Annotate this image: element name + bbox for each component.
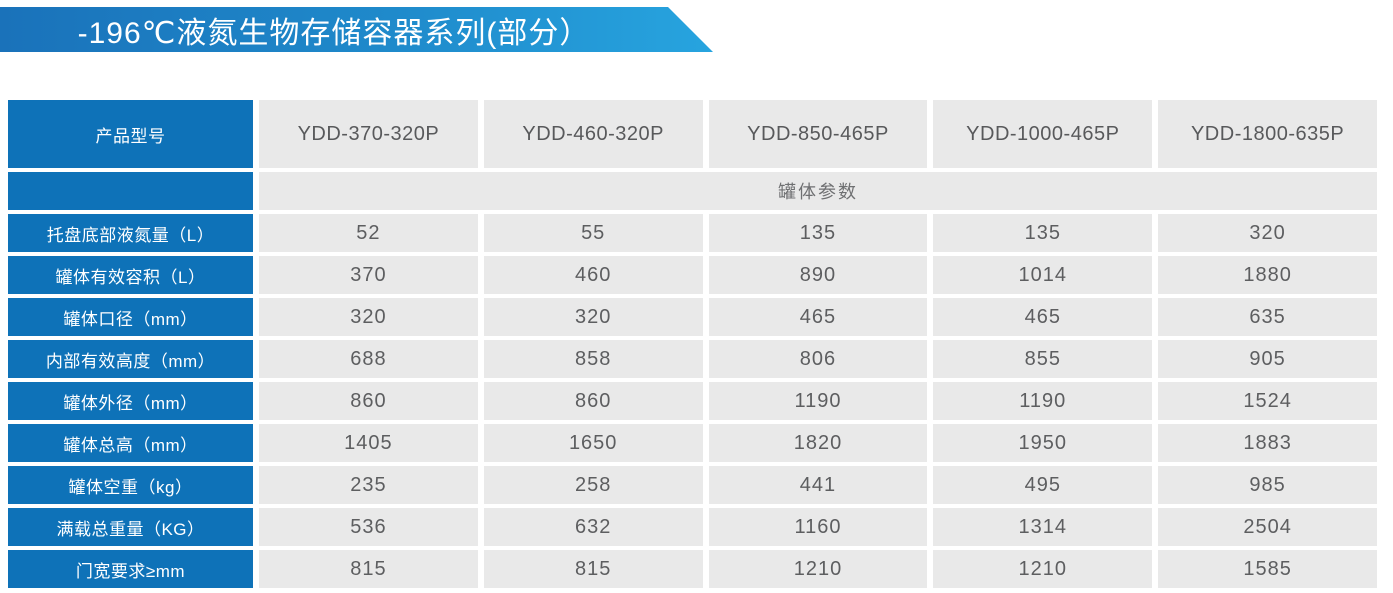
value-cell: 1883 <box>1158 424 1377 462</box>
row-label: 门宽要求≥mm <box>8 550 253 588</box>
model-header-cell: YDD-850-465P <box>708 100 928 168</box>
value-cell: 855 <box>933 340 1153 378</box>
table-row: 罐体外径（mm） 860 860 1190 1190 1524 <box>8 382 1377 420</box>
row-label: 托盘底部液氮量（L） <box>8 214 253 252</box>
value-cell: 1950 <box>933 424 1153 462</box>
section-row: 罐体参数 <box>8 172 1377 210</box>
value-cell: 235 <box>259 466 478 504</box>
section-row-label-cell <box>8 172 253 210</box>
value-cell: 135 <box>708 214 928 252</box>
value-cell: 1405 <box>259 424 478 462</box>
value-cell: 320 <box>1158 214 1377 252</box>
value-cell: 632 <box>483 508 703 546</box>
row-label: 满载总重量（KG） <box>8 508 253 546</box>
value-cell: 460 <box>483 256 703 294</box>
value-cell: 688 <box>259 340 478 378</box>
row-label: 罐体有效容积（L） <box>8 256 253 294</box>
value-cell: 258 <box>483 466 703 504</box>
value-cell: 1314 <box>933 508 1153 546</box>
table-row: 内部有效高度（mm） 688 858 806 855 905 <box>8 340 1377 378</box>
value-cell: 495 <box>933 466 1153 504</box>
value-cell: 465 <box>933 298 1153 336</box>
value-cell: 135 <box>933 214 1153 252</box>
model-header-cell: YDD-1800-635P <box>1158 100 1377 168</box>
value-cell: 815 <box>483 550 703 588</box>
value-cell: 1210 <box>933 550 1153 588</box>
value-cell: 858 <box>483 340 703 378</box>
table-row: 门宽要求≥mm 815 815 1210 1210 1585 <box>8 550 1377 588</box>
value-cell: 635 <box>1158 298 1377 336</box>
page-title: -196℃液氮生物存储容器系列(部分） <box>77 16 591 50</box>
model-header-cell: YDD-370-320P <box>259 100 478 168</box>
value-cell: 52 <box>259 214 478 252</box>
value-cell: 890 <box>708 256 928 294</box>
table-row: 罐体口径（mm） 320 320 465 465 635 <box>8 298 1377 336</box>
title-banner: -196℃液氮生物存储容器系列(部分） <box>0 7 713 52</box>
value-cell: 441 <box>708 466 928 504</box>
value-cell: 815 <box>259 550 478 588</box>
row-label: 罐体外径（mm） <box>8 382 253 420</box>
value-cell: 1160 <box>708 508 928 546</box>
spec-table: 产品型号 YDD-370-320P YDD-460-320P YDD-850-4… <box>8 100 1377 592</box>
row-label: 罐体口径（mm） <box>8 298 253 336</box>
row-label: 罐体空重（kg） <box>8 466 253 504</box>
table-header-row: 产品型号 YDD-370-320P YDD-460-320P YDD-850-4… <box>8 100 1377 168</box>
value-cell: 1014 <box>933 256 1153 294</box>
value-cell: 1880 <box>1158 256 1377 294</box>
row-label: 内部有效高度（mm） <box>8 340 253 378</box>
value-cell: 1190 <box>933 382 1153 420</box>
value-cell: 1524 <box>1158 382 1377 420</box>
value-cell: 860 <box>259 382 478 420</box>
table-row: 罐体有效容积（L） 370 460 890 1014 1880 <box>8 256 1377 294</box>
value-cell: 1210 <box>708 550 928 588</box>
value-cell: 1820 <box>708 424 928 462</box>
table-row: 满载总重量（KG） 536 632 1160 1314 2504 <box>8 508 1377 546</box>
value-cell: 2504 <box>1158 508 1377 546</box>
table-row: 托盘底部液氮量（L） 52 55 135 135 320 <box>8 214 1377 252</box>
corner-header-cell: 产品型号 <box>8 100 253 168</box>
value-cell: 1190 <box>708 382 928 420</box>
value-cell: 1650 <box>483 424 703 462</box>
model-header-cell: YDD-1000-465P <box>933 100 1153 168</box>
value-cell: 905 <box>1158 340 1377 378</box>
section-title: 罐体参数 <box>259 172 1377 210</box>
value-cell: 320 <box>483 298 703 336</box>
row-label: 罐体总高（mm） <box>8 424 253 462</box>
value-cell: 860 <box>483 382 703 420</box>
value-cell: 1585 <box>1158 550 1377 588</box>
value-cell: 320 <box>259 298 478 336</box>
value-cell: 985 <box>1158 466 1377 504</box>
value-cell: 465 <box>708 298 928 336</box>
value-cell: 536 <box>259 508 478 546</box>
value-cell: 806 <box>708 340 928 378</box>
model-header-cell: YDD-460-320P <box>483 100 703 168</box>
value-cell: 55 <box>483 214 703 252</box>
value-cell: 370 <box>259 256 478 294</box>
table-row: 罐体总高（mm） 1405 1650 1820 1950 1883 <box>8 424 1377 462</box>
table-row: 罐体空重（kg） 235 258 441 495 985 <box>8 466 1377 504</box>
